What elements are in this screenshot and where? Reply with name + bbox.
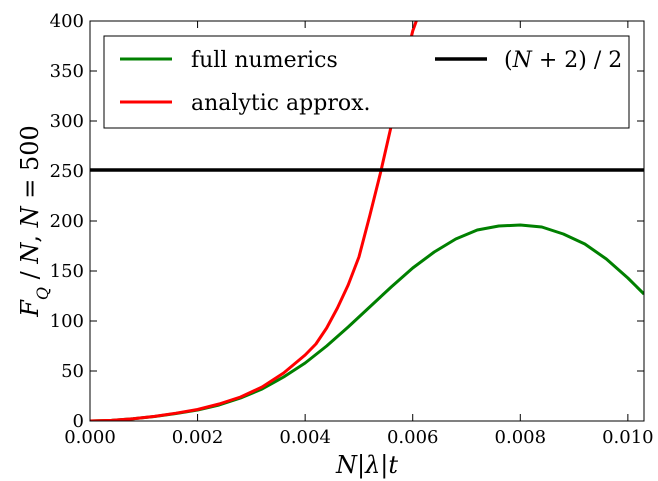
x-tick-label: 0.008 [495,427,547,448]
legend-label-analytic-approx: analytic approx. [191,91,371,116]
y-axis-label: FQ / N, N = 500 [16,125,52,318]
legend: full numerics analytic approx. (N + 2) /… [103,35,630,129]
y-tick-label: 300 [50,111,84,132]
x-tick-label: 0.002 [172,427,224,448]
x-axis-label: N|λ|t [335,451,398,480]
axes-layer: 0.000 0.002 0.004 0.006 0.008 0.010 0 50 100 150 2… [50,11,654,448]
legend-label-full-numerics: full numerics [191,48,338,73]
legend-frame [103,35,630,129]
legend-label-n-plus-2-over-2: (N + 2) / 2 [504,48,622,73]
x-tick-label: 0.006 [387,427,439,448]
y-tick-label: 350 [50,61,84,82]
y-tick-label: 250 [50,161,84,182]
y-tick-label: 50 [61,361,84,382]
y-tick-label: 400 [50,11,84,32]
y-tick-label: 100 [50,311,84,332]
y-tick-label: 150 [50,261,84,282]
x-tick-label: 0.010 [602,427,654,448]
series-line-0 [90,223,644,421]
x-tick-label: 0.000 [64,427,116,448]
y-tick-label: 200 [50,211,84,232]
series-line-1 [90,21,418,421]
x-tick-label: 0.004 [279,427,331,448]
series-layer [90,21,644,421]
y-tick-label: 0 [73,411,84,432]
